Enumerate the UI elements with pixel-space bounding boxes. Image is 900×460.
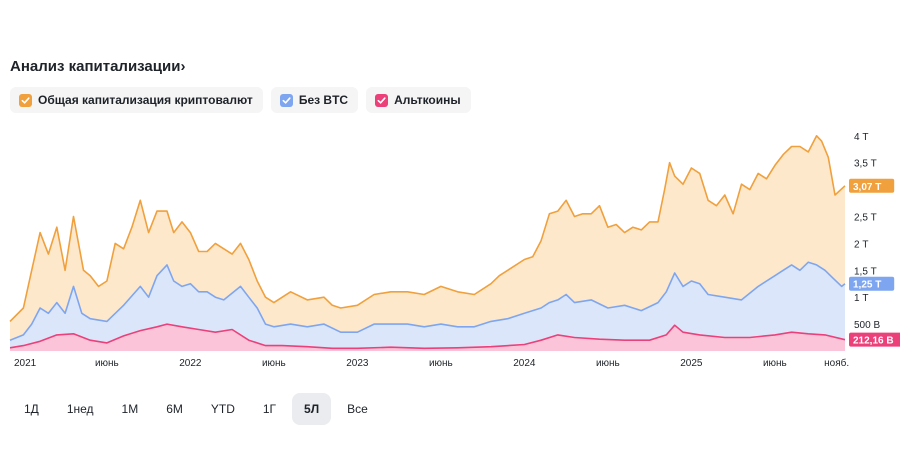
last-value-badge-total: [849, 178, 895, 193]
series-line-altcoins: [9, 323, 846, 350]
x-tick-label: 2025: [680, 358, 703, 369]
x-tick-label: июнь: [95, 358, 119, 369]
series-line-total: [9, 135, 846, 322]
x-tick-label: нояб.: [824, 357, 849, 369]
check-icon: [375, 93, 389, 107]
x-tick-label: июнь: [262, 358, 286, 369]
range-all-button[interactable]: Все: [347, 402, 368, 416]
last-value-badge-ex-btc: [849, 276, 895, 291]
legend-label-ex-btc: Без BTC: [298, 93, 349, 107]
chart-legend: Общая капитализация криптовалют Без BTC …: [10, 87, 471, 113]
range-1w-button[interactable]: 1нед: [66, 402, 94, 416]
x-tick-label: 2021: [14, 358, 37, 369]
x-tick-label: 2024: [513, 358, 536, 369]
legend-label-total: Общая капитализация криптовалют: [38, 93, 253, 107]
series-area-altcoins: [10, 324, 845, 351]
legend-chip-altcoins[interactable]: Альткоины: [366, 87, 471, 113]
x-tick-label: июнь: [429, 358, 453, 369]
x-tick-label: 2023: [346, 358, 369, 369]
y-tick-label: 2 Т: [854, 239, 868, 250]
x-tick-label: 2022: [179, 358, 202, 369]
range-1d-button[interactable]: 1Д: [24, 402, 39, 416]
y-tick-label: 4 Т: [854, 132, 868, 143]
x-tick-label: июнь: [596, 358, 620, 369]
legend-chip-total[interactable]: Общая капитализация криптовалют: [10, 87, 263, 113]
series-area-ex-btc: [10, 262, 845, 351]
check-icon: [19, 93, 32, 107]
range-1y-button[interactable]: 1Г: [262, 402, 277, 416]
y-tick-label: 2,5 Т: [854, 212, 877, 223]
series-line-ex-btc: [9, 261, 846, 341]
page-title[interactable]: Анализ капитализации›: [10, 58, 186, 75]
time-range-selector: 1Д 1нед 1М 6М YTD 1Г 5Л Все: [12, 393, 384, 425]
market-cap-chart[interactable]: 500 В 1 Т 1,5 Т 2 Т 2,5 Т 3,5 Т 4 Т 3,07 Т 1,25 …: [0, 125, 900, 375]
y-tick-label: 500 В: [854, 320, 880, 331]
range-6m-button[interactable]: 6М: [166, 402, 183, 416]
series-area-total: [10, 135, 845, 351]
last-value-label-altcoins: 212,16 В: [853, 336, 894, 347]
range-5y-button[interactable]: 5Л: [292, 393, 332, 425]
y-tick-label: 3,5 Т: [854, 159, 877, 170]
last-value-label-total: 3,07 Т: [853, 182, 881, 193]
legend-chip-ex-btc[interactable]: Без BTC: [270, 87, 359, 113]
x-tick-label: июнь: [763, 358, 787, 369]
y-tick-label: 1 Т: [854, 293, 868, 304]
check-icon: [279, 93, 293, 107]
last-value-label-ex-btc: 1,25 Т: [853, 280, 881, 291]
range-ytd-button[interactable]: YTD: [210, 402, 235, 416]
legend-label-altcoins: Альткоины: [394, 93, 461, 107]
last-value-badge-altcoins: [849, 332, 900, 347]
y-tick-label: 1,5 Т: [854, 266, 877, 277]
range-1m-button[interactable]: 1М: [121, 402, 139, 416]
